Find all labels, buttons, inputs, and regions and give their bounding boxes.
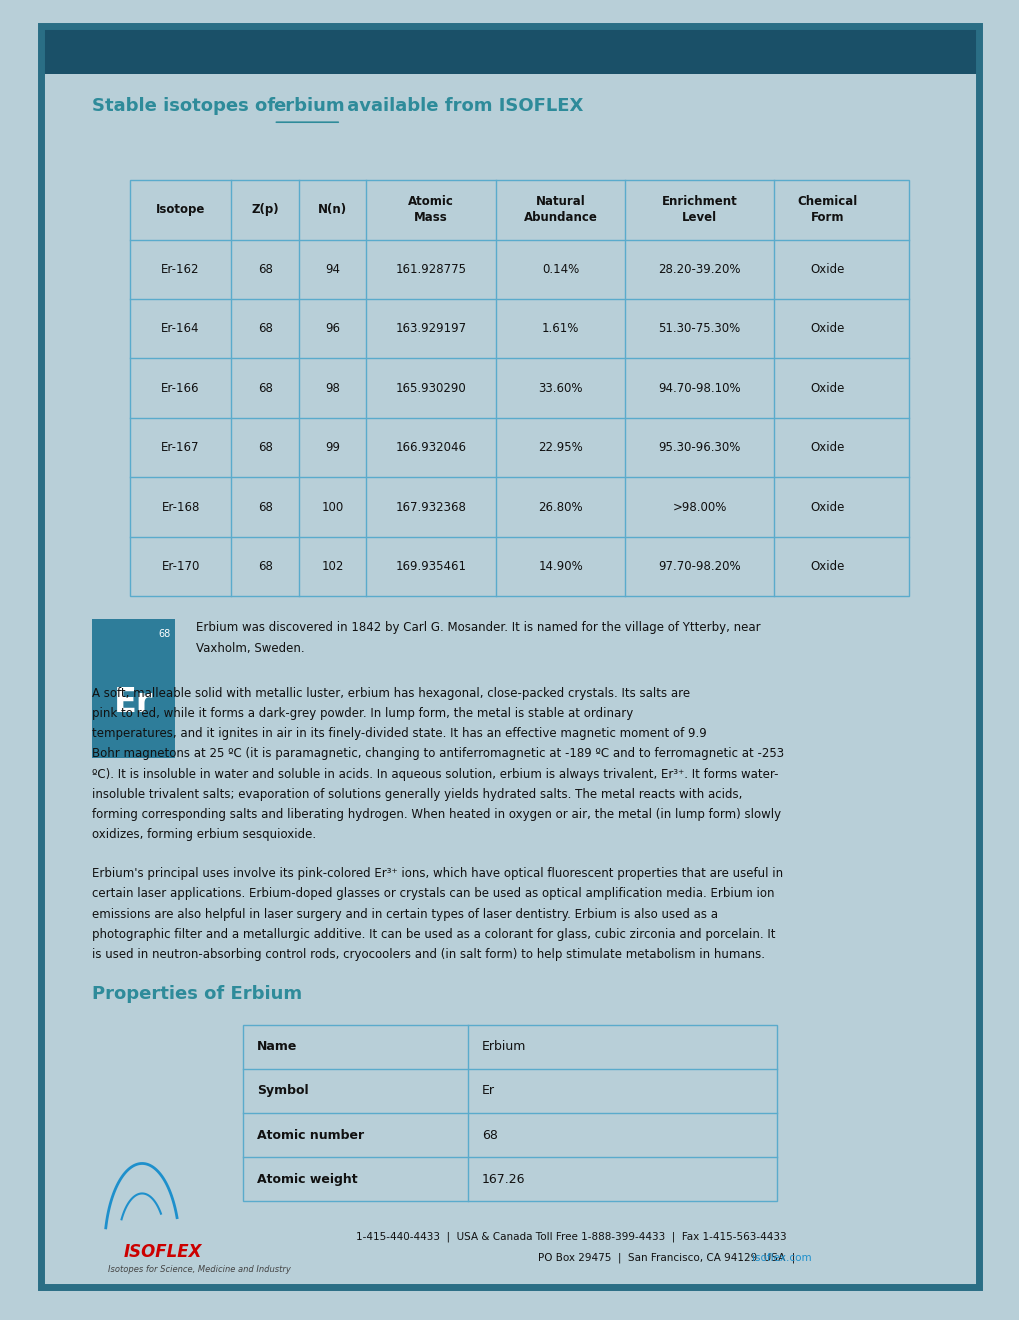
- Text: Natural
Abundance: Natural Abundance: [523, 195, 597, 224]
- Bar: [93, 619, 175, 758]
- Text: is used in neutron-absorbing control rods, cryocoolers and (in salt form) to hel: is used in neutron-absorbing control rod…: [93, 948, 764, 961]
- Text: Oxide: Oxide: [809, 441, 844, 454]
- Text: Er: Er: [114, 685, 153, 718]
- Text: 102: 102: [321, 560, 343, 573]
- Text: 68: 68: [258, 381, 272, 395]
- Text: Oxide: Oxide: [809, 500, 844, 513]
- Text: Name: Name: [257, 1040, 297, 1053]
- Text: 68: 68: [258, 322, 272, 335]
- Text: Atomic
Mass: Atomic Mass: [408, 195, 453, 224]
- Text: Isotopes for Science, Medicine and Industry: Isotopes for Science, Medicine and Indus…: [108, 1265, 291, 1274]
- Text: Oxide: Oxide: [809, 381, 844, 395]
- Text: Oxide: Oxide: [809, 322, 844, 335]
- Text: Enrichment
Level: Enrichment Level: [661, 195, 737, 224]
- Text: Er-167: Er-167: [161, 441, 200, 454]
- Text: Chemical
Form: Chemical Form: [796, 195, 856, 224]
- Text: 1-415-440-4433  |  USA & Canada Toll Free 1-888-399-4433  |  Fax 1-415-563-4433: 1-415-440-4433 | USA & Canada Toll Free …: [356, 1232, 786, 1242]
- Text: pink to red, while it forms a dark-grey powder. In lump form, the metal is stabl: pink to red, while it forms a dark-grey …: [93, 708, 633, 721]
- Text: 68: 68: [481, 1129, 497, 1142]
- Text: Er-168: Er-168: [161, 500, 200, 513]
- Text: 26.80%: 26.80%: [538, 500, 583, 513]
- Text: 28.20-39.20%: 28.20-39.20%: [657, 263, 740, 276]
- Text: Er: Er: [481, 1085, 494, 1097]
- Bar: [129, 181, 908, 597]
- Text: 1.61%: 1.61%: [541, 322, 579, 335]
- Text: 33.60%: 33.60%: [538, 381, 582, 395]
- Text: 163.929197: 163.929197: [395, 322, 467, 335]
- Text: erbium: erbium: [273, 96, 344, 115]
- Text: >98.00%: >98.00%: [672, 500, 726, 513]
- Text: forming corresponding salts and liberating hydrogen. When heated in oxygen or ai: forming corresponding salts and liberati…: [93, 808, 781, 821]
- Text: photographic filter and a metallurgic additive. It can be used as a colorant for: photographic filter and a metallurgic ad…: [93, 928, 775, 941]
- Text: PO Box 29475  |  San Francisco, CA 94129  USA  |: PO Box 29475 | San Francisco, CA 94129 U…: [538, 1253, 801, 1263]
- Text: Erbium's principal uses involve its pink-colored Er³⁺ ions, which have optical f: Erbium's principal uses involve its pink…: [93, 867, 783, 880]
- Text: emissions are also helpful in laser surgery and in certain types of laser dentis: emissions are also helpful in laser surg…: [93, 908, 717, 920]
- Text: 167.26: 167.26: [481, 1172, 525, 1185]
- Text: Erbium was discovered in 1842 by Carl G. Mosander. It is named for the village o: Erbium was discovered in 1842 by Carl G.…: [196, 622, 759, 635]
- Text: A soft, malleable solid with metallic luster, erbium has hexagonal, close-packed: A soft, malleable solid with metallic lu…: [93, 686, 690, 700]
- Text: Er-162: Er-162: [161, 263, 200, 276]
- Text: Oxide: Oxide: [809, 560, 844, 573]
- Text: available from ISOFLEX: available from ISOFLEX: [340, 96, 583, 115]
- Text: 97.70-98.20%: 97.70-98.20%: [657, 560, 740, 573]
- Text: ISOFLEX: ISOFLEX: [123, 1242, 202, 1261]
- Text: 0.14%: 0.14%: [541, 263, 579, 276]
- Text: Erbium: Erbium: [481, 1040, 526, 1053]
- Text: N(n): N(n): [318, 203, 346, 216]
- Text: temperatures, and it ignites in air in its finely-divided state. It has an effec: temperatures, and it ignites in air in i…: [93, 727, 706, 741]
- Text: 165.930290: 165.930290: [395, 381, 466, 395]
- Text: Er-170: Er-170: [161, 560, 200, 573]
- Text: ºC). It is insoluble in water and soluble in acids. In aqueous solution, erbium : ºC). It is insoluble in water and solubl…: [93, 768, 779, 780]
- Text: 95.30-96.30%: 95.30-96.30%: [657, 441, 740, 454]
- Text: Properties of Erbium: Properties of Erbium: [93, 985, 303, 1003]
- Text: Atomic weight: Atomic weight: [257, 1172, 357, 1185]
- Text: 94.70-98.10%: 94.70-98.10%: [657, 381, 740, 395]
- Text: 68: 68: [258, 500, 272, 513]
- Text: Er-166: Er-166: [161, 381, 200, 395]
- Text: Vaxholm, Sweden.: Vaxholm, Sweden.: [196, 642, 304, 655]
- Text: 22.95%: 22.95%: [538, 441, 583, 454]
- Bar: [243, 1024, 776, 1201]
- Text: 96: 96: [325, 322, 339, 335]
- Text: Stable isotopes of: Stable isotopes of: [93, 96, 281, 115]
- Text: 166.932046: 166.932046: [395, 441, 467, 454]
- Text: 51.30-75.30%: 51.30-75.30%: [658, 322, 740, 335]
- Bar: [41, 26, 978, 74]
- Text: oxidizes, forming erbium sesquioxide.: oxidizes, forming erbium sesquioxide.: [93, 828, 316, 841]
- Text: Er-164: Er-164: [161, 322, 200, 335]
- Text: 68: 68: [258, 441, 272, 454]
- Text: 100: 100: [321, 500, 343, 513]
- Text: Z(p): Z(p): [251, 203, 278, 216]
- Text: Oxide: Oxide: [809, 263, 844, 276]
- Text: insoluble trivalent salts; evaporation of solutions generally yields hydrated sa: insoluble trivalent salts; evaporation o…: [93, 788, 742, 801]
- Text: 169.935461: 169.935461: [395, 560, 467, 573]
- Text: 68: 68: [258, 560, 272, 573]
- Text: isoflex.com: isoflex.com: [751, 1253, 811, 1263]
- Text: Atomic number: Atomic number: [257, 1129, 364, 1142]
- Text: 99: 99: [325, 441, 339, 454]
- Text: 98: 98: [325, 381, 339, 395]
- Text: 94: 94: [325, 263, 339, 276]
- Text: 161.928775: 161.928775: [395, 263, 467, 276]
- Text: Bohr magnetons at 25 ºC (it is paramagnetic, changing to antiferromagnetic at -1: Bohr magnetons at 25 ºC (it is paramagne…: [93, 747, 784, 760]
- Text: Isotope: Isotope: [156, 203, 205, 216]
- Text: 68: 68: [258, 263, 272, 276]
- Text: 68: 68: [158, 628, 170, 639]
- Text: 14.90%: 14.90%: [538, 560, 583, 573]
- Text: certain laser applications. Erbium-doped glasses or crystals can be used as opti: certain laser applications. Erbium-doped…: [93, 887, 774, 900]
- Text: Symbol: Symbol: [257, 1085, 308, 1097]
- Text: 167.932368: 167.932368: [395, 500, 466, 513]
